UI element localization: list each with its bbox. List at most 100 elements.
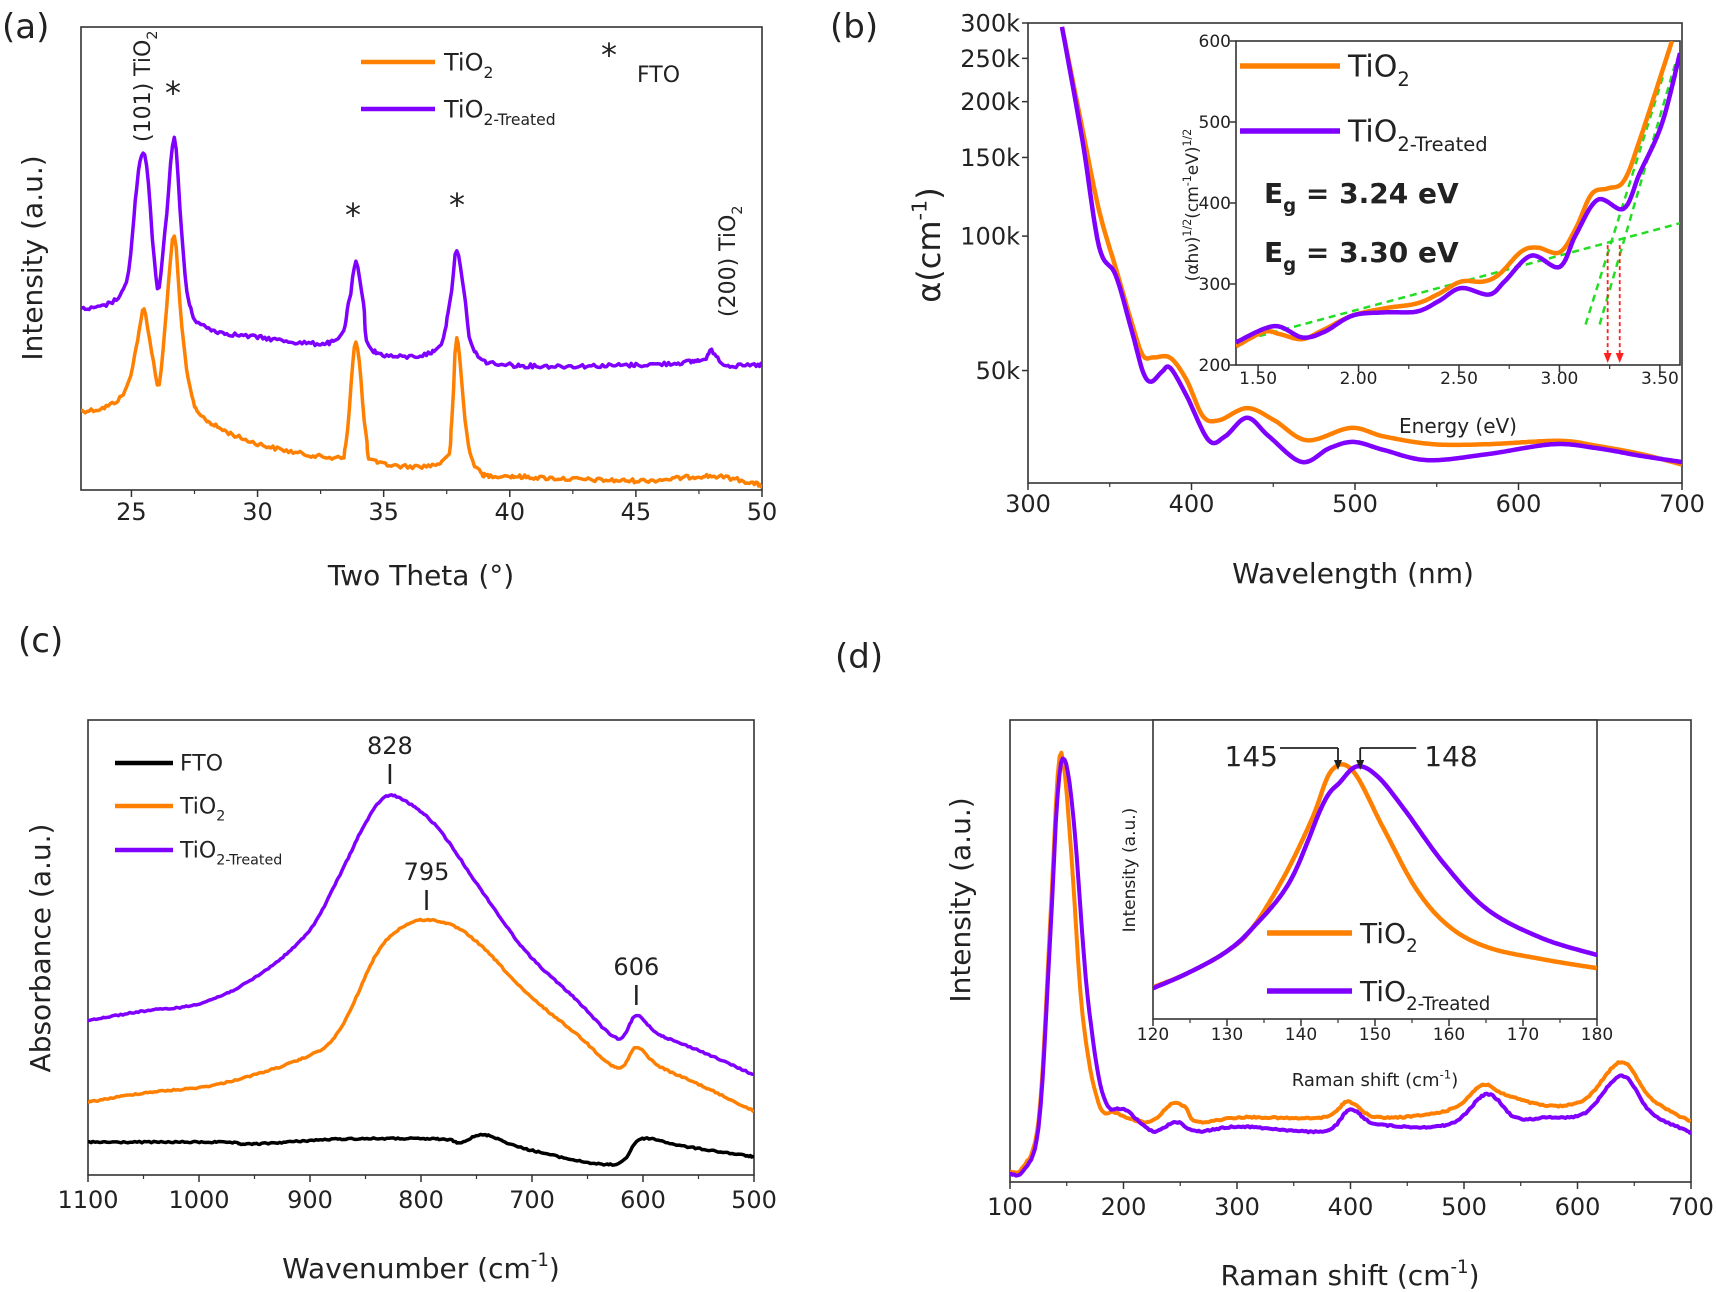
series-line-0 <box>1010 750 1691 1175</box>
y-tick-label: 600 <box>1199 32 1231 52</box>
peak-label: 148 <box>1424 740 1477 773</box>
annotation: Eg = 3.30 eV <box>1264 236 1459 276</box>
y-tick-label: 200 <box>1199 356 1231 376</box>
series-group <box>1236 41 1680 349</box>
plot-frame <box>87 719 755 1176</box>
annotation: (200) TiO2 <box>716 206 746 317</box>
panel-label: (b) <box>830 7 878 47</box>
y-axis-label: Intensity (a.u.) <box>944 797 977 1002</box>
series-group <box>81 135 762 489</box>
peak-label: 828 <box>367 732 413 760</box>
x-tick-label: 3.50 <box>1641 369 1679 389</box>
x-tick-label: 1.50 <box>1239 369 1277 389</box>
series-line-1 <box>1153 763 1597 991</box>
x-tick-label: 700 <box>1668 1193 1714 1221</box>
annotation: * <box>345 196 361 234</box>
x-tick-label: 130 <box>1211 1025 1243 1045</box>
x-tick-label: 500 <box>731 1186 777 1214</box>
x-tick-label: 120 <box>1137 1025 1169 1045</box>
y-axis-label: (αhν)1/2(cm-1eV)1/2 <box>1181 129 1203 282</box>
x-tick-label: 3.00 <box>1541 369 1579 389</box>
chart_data-2-plot <box>87 719 755 1182</box>
x-tick-label: 600 <box>1496 490 1542 518</box>
series-line-1 <box>1059 26 1682 465</box>
legend-label: TiO2 <box>1347 50 1410 92</box>
annotation: (101) TiO2 <box>131 31 161 142</box>
x-tick-label: 140 <box>1285 1025 1317 1045</box>
y-tick-label: 500 <box>1199 113 1231 133</box>
series-group <box>88 793 754 1167</box>
arrow-down-icon <box>1356 760 1365 770</box>
panel-label: (a) <box>2 7 49 47</box>
plot-frame <box>1152 719 1598 1020</box>
x-tick-label: 170 <box>1507 1025 1539 1045</box>
panel-label: (c) <box>18 621 63 661</box>
x-axis-label: Raman shift (cm-1) <box>1220 1257 1479 1292</box>
peak-label: 606 <box>613 953 659 981</box>
series-line-0 <box>88 1132 754 1167</box>
x-tick-label: 100 <box>987 1193 1033 1221</box>
arrow-head-icon <box>1603 353 1612 363</box>
legend-label: TiO2-Treated <box>179 839 282 869</box>
x-tick-label: 45 <box>621 498 652 526</box>
y-tick-label: 400 <box>1199 194 1231 214</box>
y-tick-label: 300 <box>1199 275 1231 295</box>
x-tick-label: 1100 <box>57 1186 118 1214</box>
x-tick-label: 600 <box>620 1186 666 1214</box>
x-tick-label: 200 <box>1101 1193 1147 1221</box>
series-line-1 <box>81 135 762 370</box>
fit-line <box>1598 60 1678 325</box>
series-line-1 <box>1236 52 1680 345</box>
x-tick-label: 600 <box>1555 1193 1601 1221</box>
series-group <box>1059 26 1682 467</box>
y-tick-label: 50k <box>976 357 1021 385</box>
x-tick-label: 30 <box>242 498 273 526</box>
series-group <box>1010 750 1691 1178</box>
x-axis-label: Raman shift (cm-1) <box>1292 1067 1459 1091</box>
chart_data-1-inset-plot <box>1230 40 1681 372</box>
x-tick-label: 150 <box>1359 1025 1391 1045</box>
x-tick-label: 500 <box>1441 1193 1487 1221</box>
x-tick-label: 300 <box>1214 1193 1260 1221</box>
x-tick-label: 160 <box>1433 1025 1465 1045</box>
x-axis-label: Wavelength (nm) <box>1232 557 1474 590</box>
x-tick-label: 900 <box>287 1186 333 1214</box>
chart_data-3-inset-plot <box>1152 719 1598 1026</box>
x-tick-label: 400 <box>1328 1193 1374 1221</box>
x-tick-label: 180 <box>1581 1025 1613 1045</box>
legend-label: TiO2 <box>1359 917 1418 957</box>
x-axis-label: Energy (eV) <box>1399 414 1517 438</box>
y-tick-label: 250k <box>960 45 1020 73</box>
x-tick-label: 700 <box>509 1186 555 1214</box>
y-axis-label: Absorbance (a.u.) <box>24 824 57 1073</box>
x-tick-label: 300 <box>1005 490 1051 518</box>
series-line-2 <box>88 793 754 1076</box>
x-axis-label: Two Theta (°) <box>327 559 514 592</box>
series-group <box>1153 762 1597 991</box>
x-tick-label: 2.00 <box>1340 369 1378 389</box>
x-tick-label: 400 <box>1169 490 1215 518</box>
y-tick-label: 150k <box>960 144 1020 172</box>
series-line-1 <box>88 917 754 1114</box>
x-tick-label: 700 <box>1659 490 1705 518</box>
x-tick-label: 40 <box>495 498 526 526</box>
chart_data-0-plot <box>80 26 763 497</box>
legend-label: TiO2-Treated <box>443 95 556 129</box>
arrow-head-icon <box>1615 353 1624 363</box>
peak-label: 145 <box>1225 740 1278 773</box>
y-tick-label: 100k <box>960 222 1020 250</box>
x-tick-label: 25 <box>116 498 147 526</box>
y-axis-label: Intensity (a.u.) <box>1120 808 1140 933</box>
fit-line <box>1584 73 1666 325</box>
annotation: * <box>165 74 181 112</box>
annotation: * <box>449 186 465 224</box>
annotation: Eg = 3.24 eV <box>1264 177 1459 217</box>
series-line-0 <box>81 234 762 489</box>
x-tick-label: 500 <box>1332 490 1378 518</box>
series-line-1 <box>1010 756 1691 1178</box>
peak-label: 795 <box>404 858 450 886</box>
panel-label: (d) <box>835 637 883 677</box>
y-axis-label: Intensity (a.u.) <box>16 155 49 360</box>
x-tick-label: 2.50 <box>1440 369 1478 389</box>
